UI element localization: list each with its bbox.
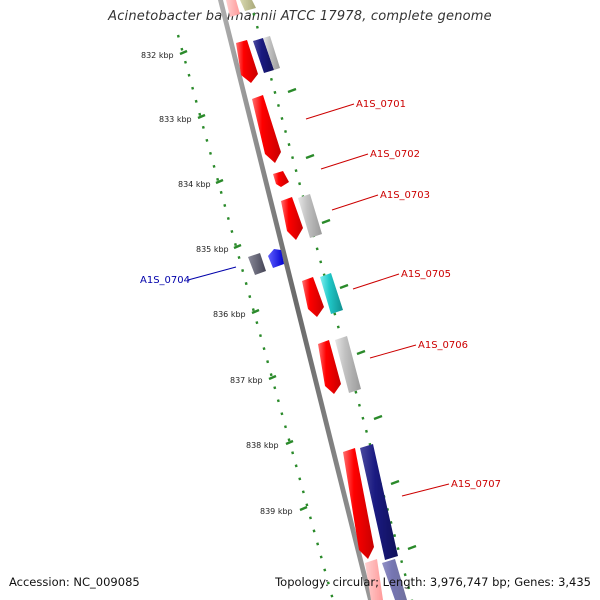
gene-feature[interactable] <box>382 559 407 600</box>
kbp-tick-label: 835 kbp <box>196 245 229 254</box>
gene-feature[interactable] <box>365 559 383 600</box>
gene-feature[interactable] <box>236 40 258 83</box>
gene-feature[interactable] <box>226 0 240 17</box>
accession-text: Accession: NC_009085 <box>9 575 140 589</box>
gene-feature-a1s-0707[interactable] <box>343 448 374 559</box>
kbp-major-tick <box>251 308 260 315</box>
kbp-tick-label: 839 kbp <box>260 507 293 516</box>
gene-feature-a1s-0704[interactable] <box>268 249 284 268</box>
gene-feature[interactable] <box>240 0 256 11</box>
gene-label-a1s-0704[interactable]: A1S_0704 <box>140 275 190 286</box>
kbp-major-tick <box>268 374 277 381</box>
forward-strand-features <box>226 0 407 600</box>
kbp-tick-label: 832 kbp <box>141 51 174 60</box>
gene-feature[interactable] <box>318 340 341 394</box>
kbp-major-tick <box>233 243 242 250</box>
kbp-major-tick <box>285 439 294 446</box>
gene-label-a1s-0702[interactable]: A1S_0702 <box>370 149 420 160</box>
genome-summary-text: Topology: circular; Length: 3,976,747 bp… <box>275 575 591 589</box>
gene-feature-a1s-0701[interactable] <box>252 95 281 163</box>
gene-feature[interactable] <box>263 36 280 70</box>
kbp-major-tick <box>197 113 206 120</box>
forward-track-ticks <box>287 87 417 551</box>
gene-label-a1s-0703[interactable]: A1S_0703 <box>380 190 430 201</box>
gene-leader-lines <box>187 103 450 497</box>
map-title: Acinetobacter baumannii ATCC 17978, comp… <box>108 9 492 24</box>
gene-feature-a1s-0705[interactable] <box>320 273 343 314</box>
gene-label-a1s-0705[interactable]: A1S_0705 <box>401 269 451 280</box>
kbp-tick-label: 837 kbp <box>230 376 263 385</box>
gene-feature-a1s-0706[interactable] <box>335 336 361 393</box>
gene-feature-a1s-0702[interactable] <box>273 171 289 187</box>
gene-label-a1s-0707[interactable]: A1S_0707 <box>451 479 501 490</box>
gene-label-a1s-0706[interactable]: A1S_0706 <box>418 340 468 351</box>
kbp-tick-label: 834 kbp <box>178 180 211 189</box>
reverse-strand-features <box>248 249 284 275</box>
gene-feature[interactable] <box>298 194 322 238</box>
kbp-major-tick <box>179 49 188 56</box>
genome-backbone <box>218 0 373 600</box>
kbp-major-tick <box>299 505 308 512</box>
gene-feature[interactable] <box>360 444 398 560</box>
kbp-tick-track <box>176 34 335 600</box>
kbp-tick-label: 833 kbp <box>159 115 192 124</box>
gene-labels: A1S_0701 A1S_0702 A1S_0703 A1S_0704 A1S_… <box>140 99 501 490</box>
kbp-tick-label: 838 kbp <box>246 441 279 450</box>
gene-feature[interactable] <box>253 38 274 73</box>
gene-feature[interactable] <box>248 253 266 275</box>
kbp-scale: 832 kbp 833 kbp 834 kbp 835 kbp 836 kbp … <box>141 49 308 516</box>
gene-feature[interactable] <box>302 277 324 317</box>
gene-label-a1s-0701[interactable]: A1S_0701 <box>356 99 406 110</box>
gene-feature-a1s-0703[interactable] <box>281 197 303 240</box>
kbp-tick-label: 836 kbp <box>213 310 246 319</box>
kbp-major-tick <box>215 178 224 185</box>
